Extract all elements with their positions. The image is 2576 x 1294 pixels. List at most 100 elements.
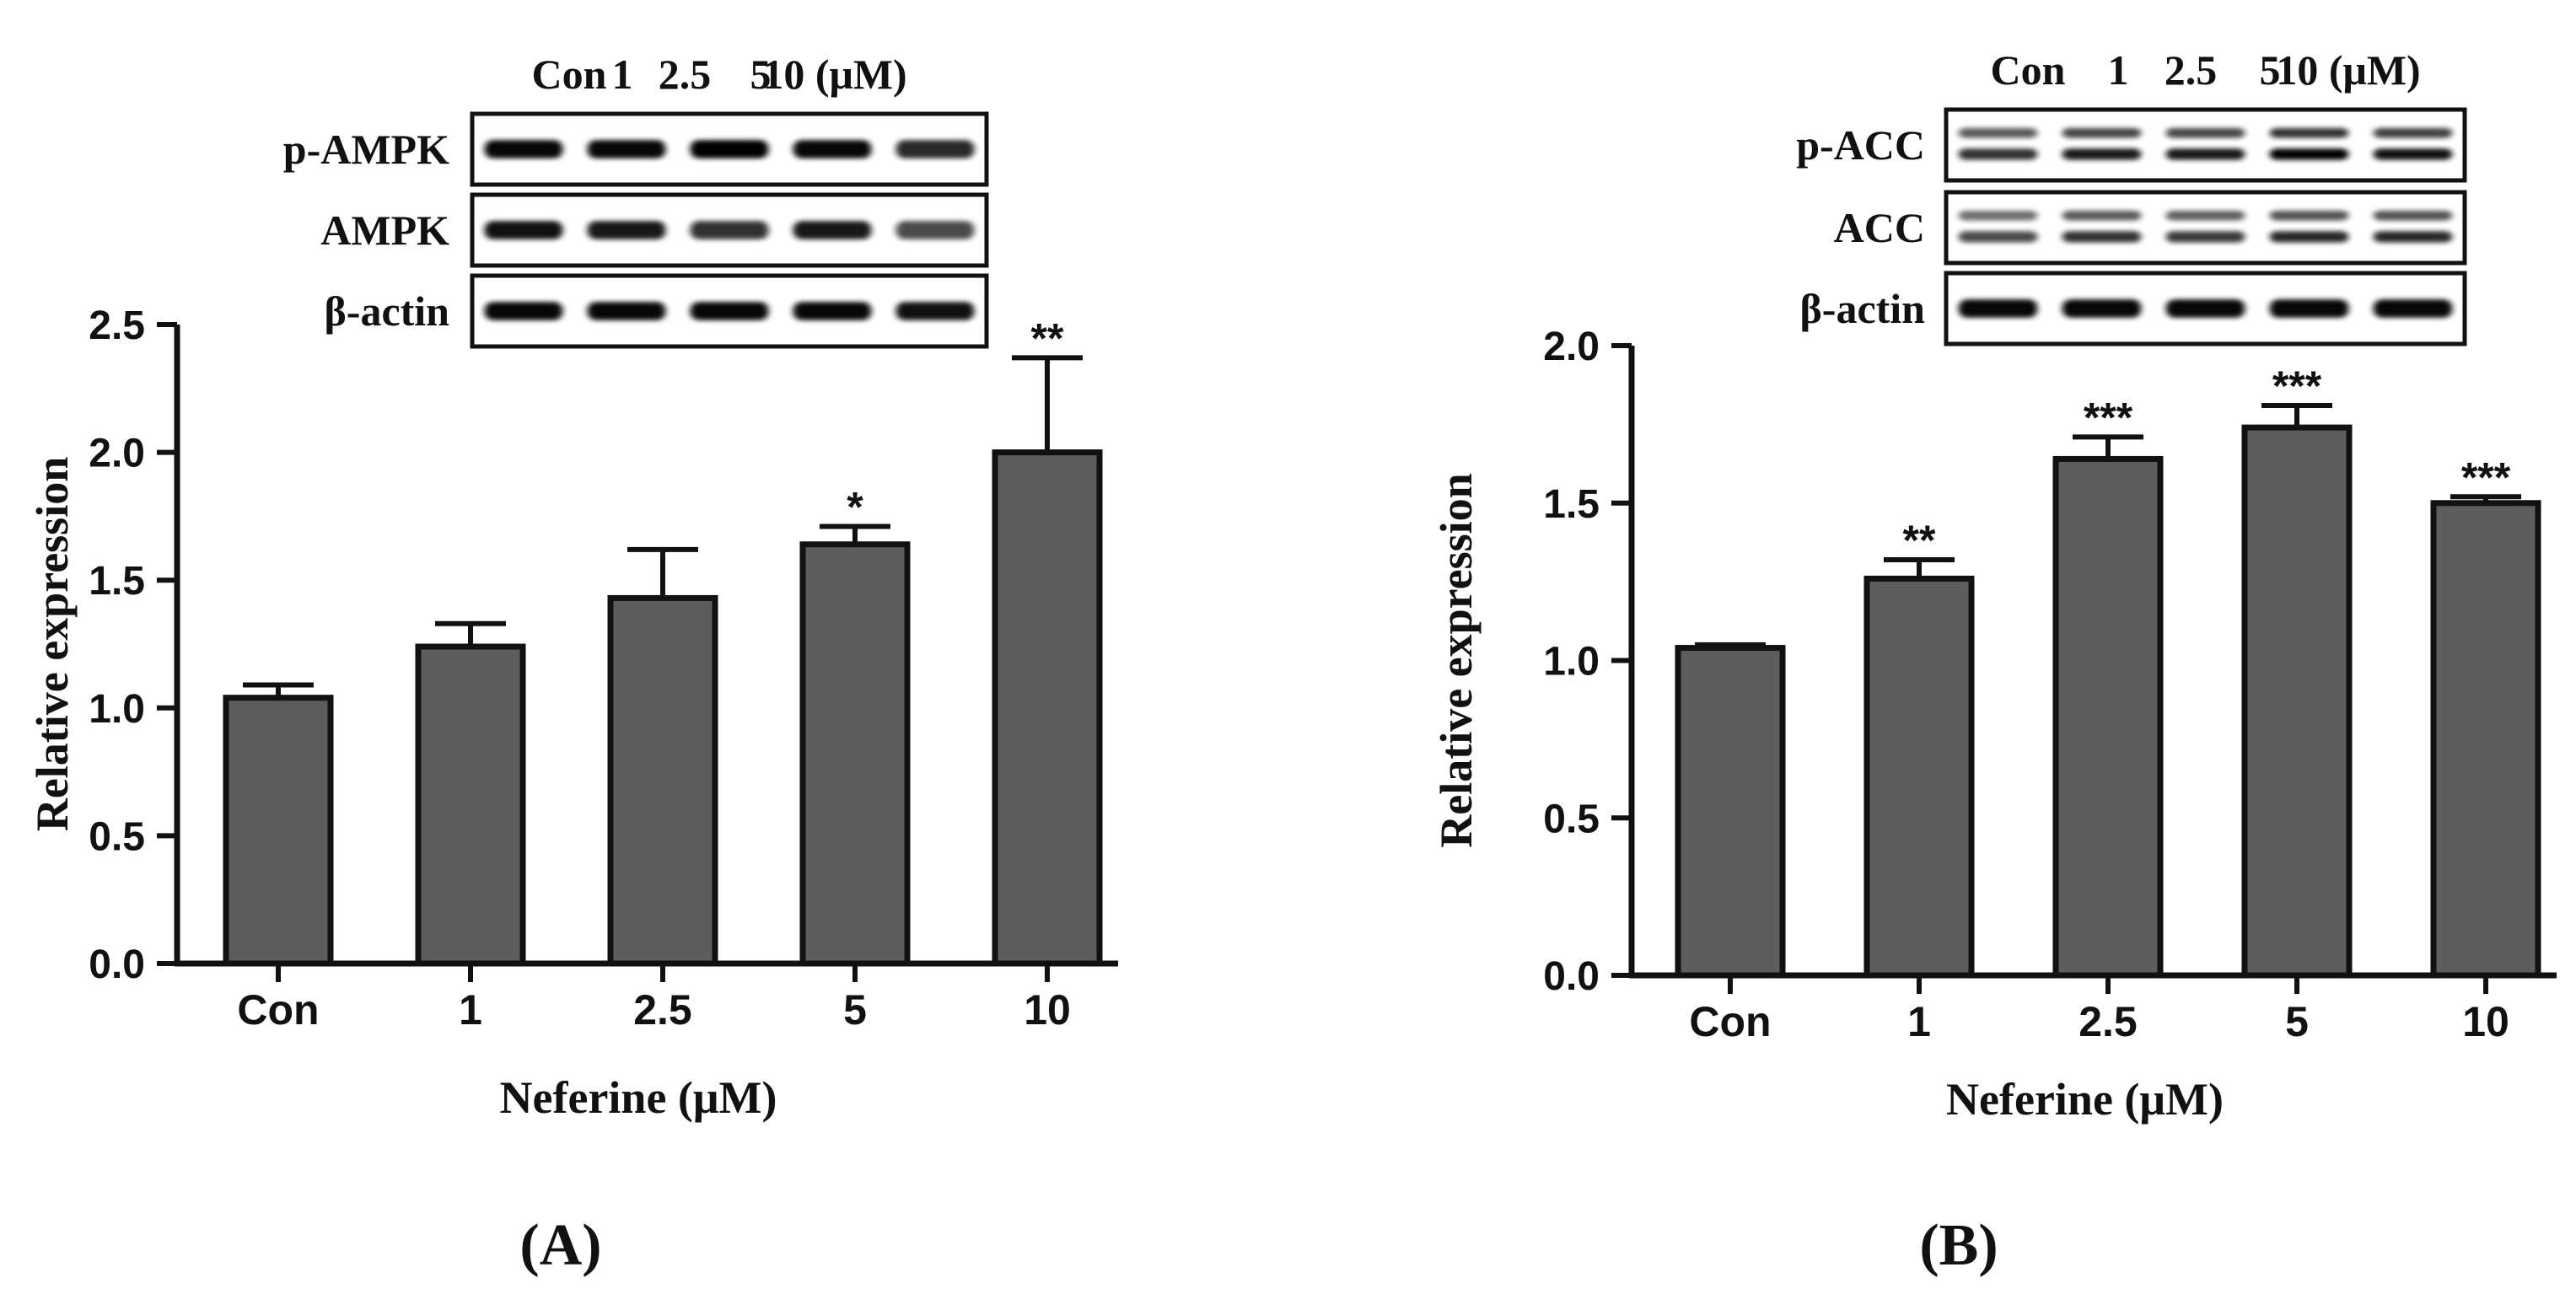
x-axis-title: Neferine (μM)	[500, 1072, 777, 1123]
bar	[799, 541, 911, 967]
bar	[2430, 500, 2541, 979]
blot-band	[690, 140, 769, 158]
blot-row-label: ACC	[1834, 204, 1925, 251]
blot-band	[2165, 231, 2245, 243]
blot-band	[1958, 299, 2038, 318]
x-tick-label: Con	[237, 986, 319, 1034]
blot-band	[2373, 299, 2453, 318]
panel-label-close-paren: )	[1978, 1213, 1998, 1278]
significance-marker: ***	[2461, 454, 2511, 501]
blot-band	[2165, 148, 2245, 160]
y-tick-label: 0.5	[1543, 797, 1600, 841]
blot-band	[690, 221, 769, 239]
blot-band	[690, 302, 769, 320]
x-tick-label: 2.5	[2079, 998, 2138, 1045]
blot-band	[2373, 210, 2453, 221]
blot-lane-label: Con	[532, 51, 607, 98]
x-axis-title: Neferine (μM)	[1946, 1074, 2224, 1125]
bar	[1675, 645, 1786, 979]
y-tick-label: 1.0	[89, 687, 145, 732]
blot-band	[793, 221, 872, 239]
blot-row-label: p-ACC	[1796, 121, 1925, 169]
x-tick-label: 10	[1024, 986, 1071, 1034]
blot-band	[895, 221, 975, 239]
blot-band	[587, 302, 666, 320]
blot-band	[2165, 210, 2245, 221]
panel-label-open-paren: (	[519, 1213, 539, 1278]
blot-band	[2269, 148, 2349, 160]
y-tick-label: 1.5	[1543, 482, 1600, 527]
significance-marker: *	[847, 484, 863, 531]
blot-band	[2062, 299, 2142, 318]
panel-label-letter: A	[540, 1213, 583, 1278]
blot-band	[587, 221, 666, 239]
blot-band	[2269, 231, 2349, 243]
panel-label-letter: B	[1939, 1213, 1979, 1278]
bar	[607, 594, 718, 967]
blot-band	[895, 140, 975, 158]
blot-band	[2062, 148, 2142, 160]
bar	[2241, 424, 2353, 979]
blot-lane-label: 1	[2108, 46, 2129, 94]
blot-band	[2269, 127, 2349, 138]
panel-label-open-paren: (	[1919, 1213, 1939, 1278]
significance-marker: **	[1903, 517, 1936, 564]
panel-label: (B)	[1919, 1213, 1998, 1278]
blot-lane-label: 1	[612, 51, 633, 98]
significance-marker: **	[1031, 314, 1064, 362]
blot-band	[1958, 210, 2038, 221]
blot-row-label: β-actin	[1799, 285, 1925, 332]
blot-band	[2373, 127, 2453, 138]
blot-band	[1958, 231, 2038, 243]
blot-lane-label: 2.5	[659, 51, 712, 98]
y-tick-label: 0.0	[1543, 954, 1600, 999]
panel-label-close-paren: )	[582, 1213, 601, 1278]
significance-marker: ***	[2272, 362, 2322, 410]
blot-band	[2165, 299, 2245, 318]
blot-band	[2373, 231, 2453, 243]
significance-marker: ***	[2084, 394, 2133, 441]
x-tick-label: 5	[843, 986, 867, 1034]
blot-row-label: AMPK	[320, 207, 449, 254]
blot-band	[2269, 299, 2349, 318]
blot-lane-label: 2.5	[2165, 46, 2218, 94]
blot-lane-label: 5	[2260, 46, 2281, 94]
blot-band	[484, 140, 563, 158]
blot-band	[2062, 231, 2142, 243]
blot-panel	[1944, 107, 2467, 183]
blot-band	[1958, 148, 2038, 160]
blot-lane-label: 5	[750, 51, 772, 98]
y-axis-title: Relative expression	[1431, 473, 1482, 847]
y-tick-label: 0.5	[89, 814, 145, 859]
y-tick-label: 2.0	[1543, 325, 1600, 369]
y-tick-label: 2.0	[89, 432, 145, 476]
blot-band	[793, 140, 872, 158]
y-tick-label: 2.5	[89, 303, 145, 348]
blot-row-label: p-AMPK	[283, 126, 449, 173]
x-tick-label: 1	[459, 986, 482, 1034]
panel-label: (A)	[519, 1213, 601, 1278]
blot-band	[484, 302, 563, 320]
blot-band	[2062, 127, 2142, 138]
blot-lane-label: 10 (μM)	[2276, 46, 2420, 94]
x-tick-label: Con	[1689, 998, 1771, 1045]
x-tick-label: 1	[1907, 998, 1931, 1045]
blot-band	[2062, 210, 2142, 221]
blot-band	[895, 302, 975, 320]
y-tick-label: 1.0	[1543, 640, 1600, 685]
bar	[992, 449, 1103, 967]
x-tick-label: 2.5	[633, 986, 692, 1034]
bar	[415, 643, 526, 967]
x-tick-label: 10	[2462, 998, 2509, 1045]
blot-panel	[1944, 190, 2467, 266]
bar	[223, 695, 334, 967]
blot-band	[1958, 127, 2038, 138]
blot-row-label: β-actin	[324, 287, 449, 335]
blot-band	[2165, 127, 2245, 138]
blot-lane-label: Con	[1991, 46, 2066, 94]
y-axis-title: Relative expression	[27, 457, 78, 831]
x-tick-label: 5	[2285, 998, 2309, 1045]
blot-band	[2269, 210, 2349, 221]
